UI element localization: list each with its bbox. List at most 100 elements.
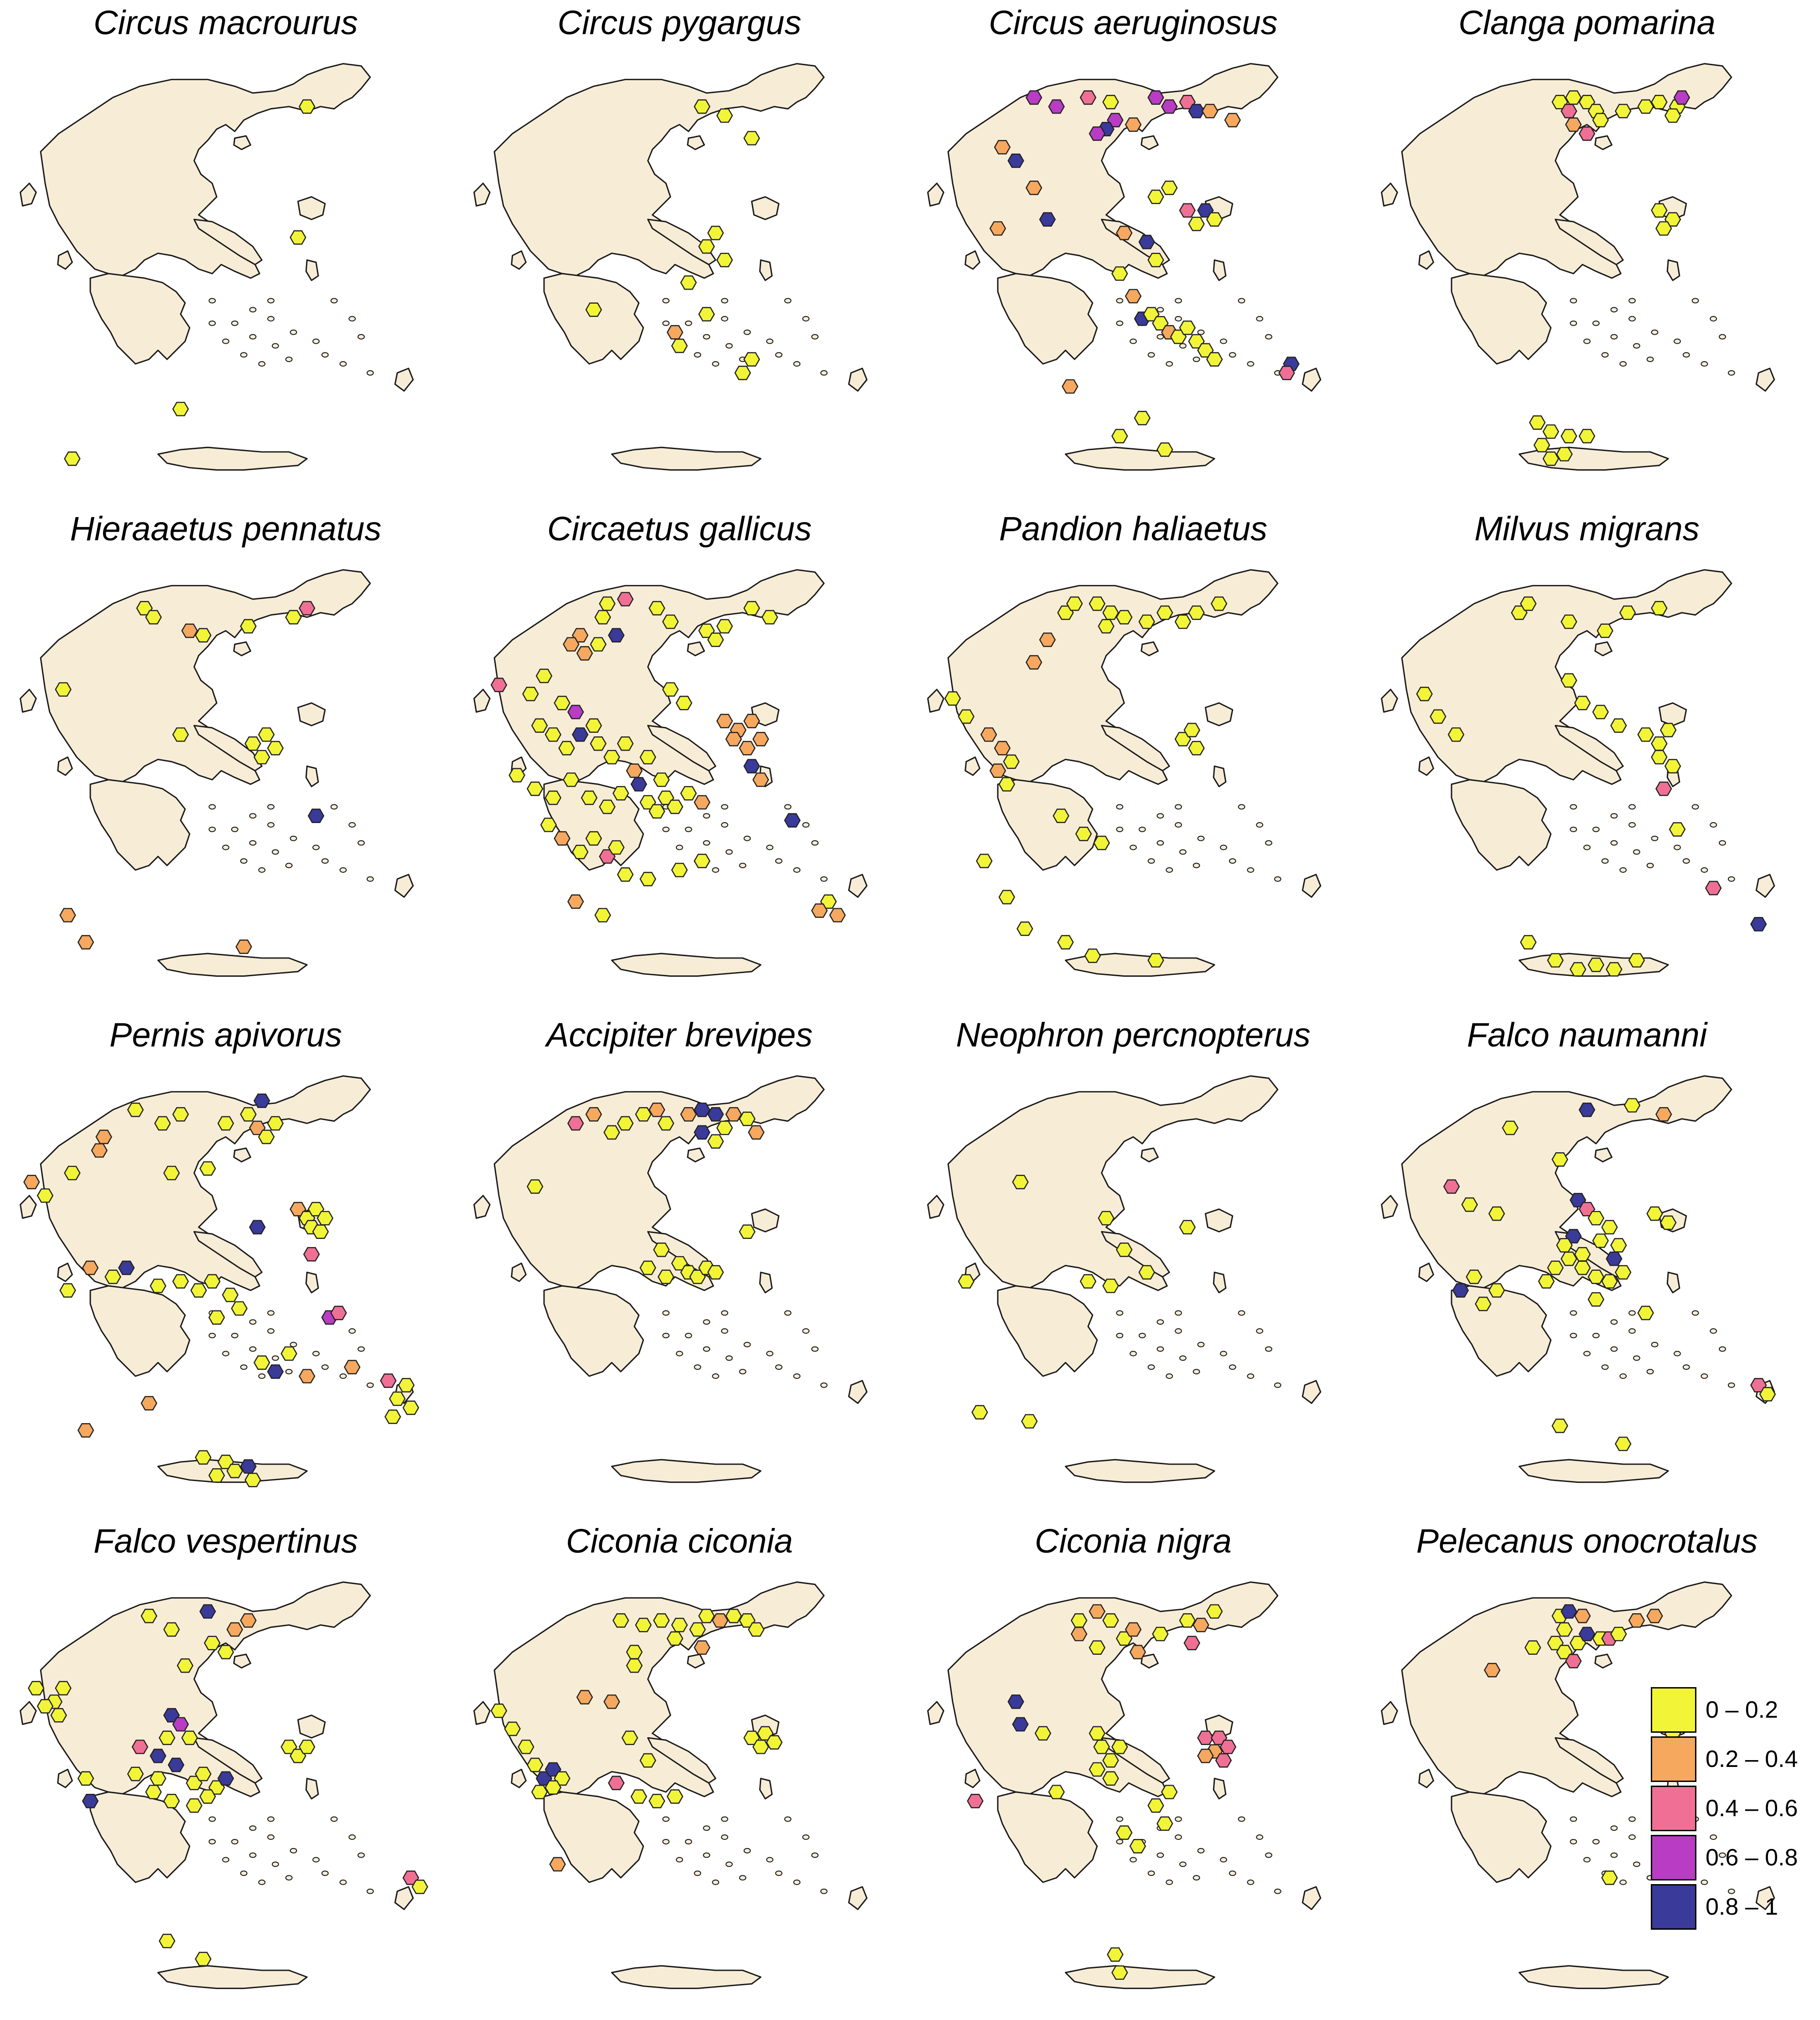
small-island <box>348 1328 356 1334</box>
site-hexagon <box>1219 1740 1237 1754</box>
small-island <box>703 1346 710 1352</box>
site-hexagon <box>1034 1726 1052 1741</box>
site-hexagon <box>195 628 212 642</box>
landmass <box>1451 1285 1552 1377</box>
site-hexagon <box>1084 948 1101 963</box>
site-hexagon <box>635 1107 652 1122</box>
site-hexagon <box>1628 1613 1645 1628</box>
site-hexagon <box>290 230 306 245</box>
species-title: Pelecanus onocrotalus <box>1416 1522 1758 1560</box>
small-island <box>1719 1346 1726 1352</box>
site-hexagon <box>145 610 162 625</box>
species-map-panel: Pandion haliaetus <box>907 506 1359 1008</box>
site-hexagon <box>554 1771 570 1786</box>
small-island <box>1710 316 1717 321</box>
small-island <box>743 1341 751 1347</box>
site-hexagon <box>508 768 525 782</box>
landmass <box>1555 725 1624 772</box>
site-hexagon <box>1597 623 1613 638</box>
small-island <box>330 1816 338 1822</box>
small-island <box>1179 343 1187 349</box>
site-hexagon <box>1098 1211 1115 1226</box>
site-hexagon <box>1578 1626 1596 1642</box>
landmass <box>1594 1147 1613 1163</box>
site-hexagon <box>581 790 598 805</box>
site-hexagon <box>1524 1640 1541 1655</box>
small-island <box>811 1852 819 1858</box>
site-hexagon <box>1115 610 1133 625</box>
species-map-panel: Circus pygargus <box>454 0 905 502</box>
small-island <box>784 1310 792 1316</box>
greece-map <box>473 569 868 977</box>
site-hexagon <box>1443 1179 1460 1194</box>
species-title: Pernis apivorus <box>109 1016 342 1054</box>
legend-swatch <box>1651 1884 1696 1930</box>
landmass <box>40 63 371 279</box>
small-island <box>222 844 229 850</box>
landmass <box>1666 1271 1680 1294</box>
small-island <box>358 1346 365 1352</box>
site-hexagon <box>1057 935 1074 950</box>
landmass <box>473 689 491 713</box>
site-hexagon <box>1039 212 1056 227</box>
site-hexagon <box>150 1279 166 1293</box>
landmass <box>997 1791 1098 1883</box>
site-hexagon <box>1578 126 1596 141</box>
small-island <box>1727 876 1735 882</box>
small-island <box>1674 844 1681 850</box>
landmass <box>1451 1791 1552 1883</box>
small-island <box>784 298 792 304</box>
small-island <box>743 835 751 841</box>
small-island <box>1166 361 1173 367</box>
small-island <box>271 343 279 349</box>
site-layer <box>1483 1604 1681 1885</box>
small-island <box>1256 1328 1264 1334</box>
landmass <box>1204 1208 1234 1233</box>
site-hexagon <box>1147 1798 1164 1813</box>
site-layer <box>490 1609 783 1872</box>
species-map-panel: Pelecanus onocrotalus <box>1361 1518 1813 2020</box>
site-hexagon <box>312 1224 329 1239</box>
small-island <box>1193 1875 1200 1881</box>
site-layer <box>989 90 1300 457</box>
small-island <box>290 1848 297 1854</box>
site-hexagon <box>1601 1870 1618 1885</box>
site-hexagon <box>1610 1238 1627 1253</box>
landmass <box>1594 641 1613 657</box>
site-hexagon <box>1551 1419 1568 1433</box>
site-hexagon <box>554 831 570 846</box>
site-hexagon <box>1556 447 1573 461</box>
small-island <box>703 334 710 340</box>
site-hexagon <box>1475 1296 1492 1311</box>
landmass <box>1381 689 1398 713</box>
site-hexagon <box>694 795 710 810</box>
small-island <box>1570 1332 1577 1338</box>
site-hexagon <box>522 687 539 701</box>
species-title: Falco naumanni <box>1467 1016 1707 1054</box>
small-island <box>339 1373 347 1379</box>
site-hexagon <box>1502 1120 1519 1135</box>
landmass <box>297 1714 326 1739</box>
small-island <box>249 1825 257 1831</box>
site-hexagon <box>648 804 665 819</box>
landmass <box>297 702 326 726</box>
site-hexagon <box>967 1794 984 1808</box>
site-hexagon <box>563 772 580 787</box>
site-hexagon <box>1125 289 1142 304</box>
site-hexagon <box>1565 117 1582 132</box>
site-hexagon <box>1659 723 1677 737</box>
small-island <box>1156 1319 1164 1325</box>
small-island <box>1247 867 1255 873</box>
site-hexagon <box>1610 718 1627 733</box>
legend-item: 0.6 – 0.8 <box>1651 1835 1815 1880</box>
species-map-panel: Ciconia nigra <box>907 1518 1359 2020</box>
small-island <box>240 1364 248 1370</box>
small-island <box>208 1332 216 1338</box>
site-hexagon <box>1750 917 1767 932</box>
site-hexagon <box>240 1613 257 1628</box>
site-hexagon <box>716 108 733 123</box>
site-hexagon <box>576 646 593 661</box>
landmass <box>20 182 37 207</box>
small-island <box>1193 1369 1200 1375</box>
site-hexagon <box>235 939 252 954</box>
